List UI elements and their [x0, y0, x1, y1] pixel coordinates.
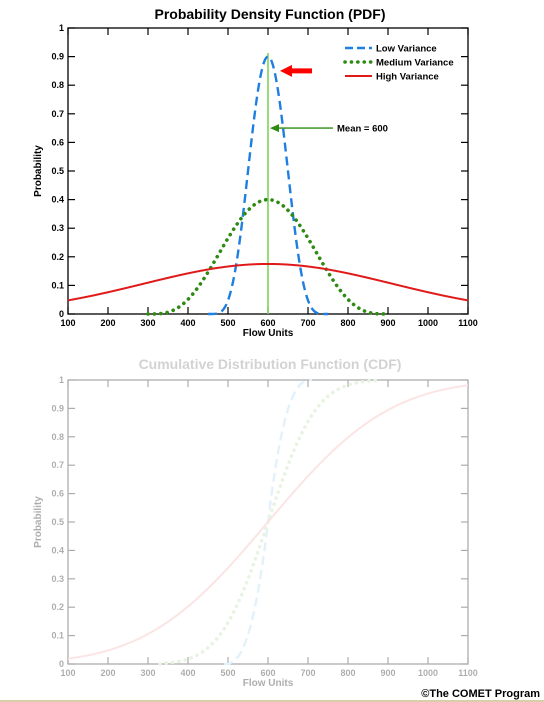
series-line-series-0	[224, 378, 312, 666]
x-axis-label: Flow Units	[243, 328, 294, 339]
y-tick-label: 1	[59, 23, 64, 33]
x-axis-label: Flow Units	[243, 678, 294, 689]
x-tick-label: 200	[100, 318, 115, 328]
x-tick-label: 700	[300, 318, 315, 328]
y-tick-label: 0.8	[51, 432, 64, 442]
x-tick-label: 600	[260, 668, 275, 678]
legend-label: High Variance	[376, 72, 439, 83]
legend-label: Medium Variance	[376, 58, 454, 69]
y-tick-label: 0.5	[51, 166, 64, 176]
x-tick-label: 900	[380, 318, 395, 328]
x-tick-label: 200	[100, 668, 115, 678]
mean-annotation-arrowhead	[270, 124, 279, 133]
y-tick-label: 0.2	[51, 602, 64, 612]
y-tick-label: 0	[59, 309, 64, 319]
x-tick-label: 1000	[418, 668, 438, 678]
series-line-medium-variance	[146, 197, 390, 316]
y-tick-label: 0.9	[51, 403, 64, 413]
y-tick-label: 0	[59, 659, 64, 669]
y-tick-label: 0.6	[51, 489, 64, 499]
x-tick-label: 300	[140, 668, 155, 678]
chart-title: Probability Density Function (PDF)	[154, 6, 385, 22]
red-arrow-indicator	[280, 64, 312, 77]
x-tick-label: 800	[340, 668, 355, 678]
y-tick-label: 0.7	[51, 460, 64, 470]
cdf-chart: Cumulative Distribution Function (CDF) 0 0…	[33, 356, 478, 689]
y-tick-label: 0.4	[51, 545, 64, 555]
y-tick-label: 0.3	[51, 574, 64, 584]
page-baseline	[0, 700, 544, 702]
x-tick-label: 100	[60, 318, 75, 328]
mean-annotation-label: Mean = 600	[337, 124, 388, 135]
x-tick-label: 1100	[458, 668, 478, 678]
x-tick-label: 500	[220, 668, 235, 678]
y-tick-label: 0.1	[51, 280, 64, 290]
x-tick-label: 500	[220, 318, 235, 328]
chart-title: Cumulative Distribution Function (CDF)	[139, 356, 402, 372]
y-tick-label: 0.6	[51, 137, 64, 147]
x-tick-label: 800	[340, 318, 355, 328]
credit-label: ©The COMET Program	[421, 688, 540, 700]
y-axis-label: Probability	[33, 145, 44, 197]
y-tick-label: 0.1	[51, 631, 64, 641]
y-tick-label: 0.7	[51, 109, 64, 119]
x-tick-label: 700	[300, 668, 315, 678]
plot-frame	[67, 379, 469, 665]
y-tick-label: 0.5	[51, 517, 64, 527]
x-tick-label: 1100	[458, 318, 478, 328]
x-tick-label: 1000	[418, 318, 438, 328]
series-line-high-variance	[67, 262, 469, 302]
x-tick-label: 100	[60, 668, 75, 678]
pdf-chart: Probability Density Function (PDF) 0 0.1 0.…	[33, 6, 478, 339]
x-tick-label: 300	[140, 318, 155, 328]
y-axis-label: Probability	[33, 496, 44, 548]
series-line-series-2	[67, 384, 469, 660]
y-tick-label: 0.2	[51, 252, 64, 262]
series-line-low-variance	[208, 55, 328, 316]
y-tick-label: 0.3	[51, 223, 64, 233]
x-tick-label: 400	[180, 318, 195, 328]
x-tick-label: 400	[180, 668, 195, 678]
y-tick-label: 0.9	[51, 52, 64, 62]
y-tick-label: 1	[59, 375, 64, 385]
legend-label: Low Variance	[376, 44, 437, 55]
series-line-series-1	[158, 378, 382, 666]
y-tick-label: 0.8	[51, 80, 64, 90]
x-tick-label: 900	[380, 668, 395, 678]
x-tick-label: 600	[260, 318, 275, 328]
y-tick-label: 0.4	[51, 195, 64, 205]
